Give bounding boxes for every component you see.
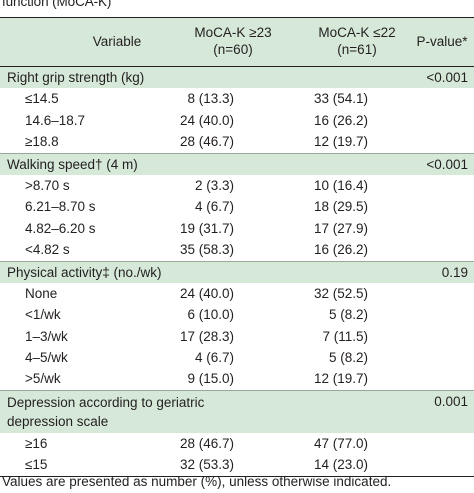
section-pvalue: <0.001 [426,70,468,85]
table-row: <4.82 s 35 (58.3) 16 (26.2) [0,239,474,260]
row-group1-value: 28 (46.7) [179,435,234,451]
row-label: >8.70 s [25,177,70,193]
row-group2-value: 7 (11.5) [322,328,368,344]
row-group2-value: 47 (77.0) [313,435,368,451]
row-label: ≥16 [25,435,48,451]
row-group2-value: 12 (19.7) [313,371,368,387]
row-label: >5/wk [25,371,61,387]
row-group2-value: 16 (26.2) [313,112,368,128]
section-title: Depression according to geriatric depres… [7,394,205,429]
row-label: ≥18.8 [25,134,59,150]
table-caption: function (MoCA-K) [2,0,112,9]
table-row: ≤15 32 (53.3) 14 (23.0) [0,454,474,475]
row-group2-value: 16 (26.2) [313,242,368,258]
header-group1: MoCA-K ≥23 (n=60) [178,24,288,58]
data-table: Variable MoCA-K ≥23 (n=60) MoCA-K ≤22 (n… [0,17,474,477]
row-group1-value: 8 (13.3) [187,91,234,107]
row-group1-value: 19 (31.7) [179,220,234,236]
row-group1-value: 28 (46.7) [179,134,234,150]
section-header-row: Walking speed† (4 m) <0.001 [0,153,474,175]
section-pvalue: 0.19 [441,264,468,280]
row-label: 6.21–8.70 s [25,199,96,215]
table-footnote: Values are presented as number (%), unle… [2,474,392,489]
header-variable: Variable [92,34,142,49]
row-group1-value: 24 (40.0) [179,112,234,128]
table-body: Right grip strength (kg) <0.001 ≤14.5 8 (13… [0,67,474,477]
table-row: >8.70 s 2 (3.3) 10 (16.4) [0,175,474,196]
header-group2: MoCA-K ≤22 (n=61) [302,24,412,58]
row-group2-value: 18 (29.5) [313,199,368,215]
row-group1-value: 24 (40.0) [179,285,234,301]
row-label: 1–3/wk [25,328,68,344]
section-title: Right grip strength (kg) [7,70,145,85]
row-group2-value: 10 (16.4) [313,177,368,193]
section-title: Physical activity‡ (no./wk) [7,264,162,280]
table-row: >5/wk 9 (15.0) 12 (19.7) [0,368,474,389]
row-group2-value: 5 (8.2) [328,307,368,323]
row-group2-value: 12 (19.7) [313,134,368,150]
section-header-row: Depression according to geriatric depres… [0,390,474,433]
table-row: 1–3/wk 17 (28.3) 7 (11.5) [0,326,474,347]
section-title: Walking speed† (4 m) [7,156,138,172]
row-label: 4–5/wk [25,350,68,366]
section-header-row: Right grip strength (kg) <0.001 [0,67,474,89]
table-row: ≥16 28 (46.7) 47 (77.0) [0,433,474,454]
table-section: Right grip strength (kg) <0.001 ≤14.5 8 (13… [0,67,474,154]
row-label: None [25,285,58,301]
table-row: 4.82–6.20 s 19 (31.7) 17 (27.9) [0,218,474,239]
row-group1-value: 32 (53.3) [179,457,234,473]
header-group1-name: MoCA-K ≥23 [194,25,272,40]
section-header-row: Physical activity‡ (no./wk) 0.19 [0,261,474,283]
row-group2-value: 5 (8.2) [328,350,368,366]
section-pvalue: 0.001 [434,393,468,409]
row-label: ≤14.5 [25,91,59,107]
table-section: Physical activity‡ (no./wk) 0.19 None 24 (4… [0,261,474,391]
row-group2-value: 17 (27.9) [313,220,368,236]
row-label: 4.82–6.20 s [25,220,96,236]
header-group2-name: MoCA-K ≤22 [318,25,396,40]
table-section: Walking speed† (4 m) <0.001 >8.70 s 2 (3.3)… [0,153,474,262]
row-group2-value: 32 (52.5) [313,285,368,301]
table-header: Variable MoCA-K ≥23 (n=60) MoCA-K ≤22 (n… [0,17,474,67]
row-label: 14.6–18.7 [25,112,86,128]
row-group2-value: 14 (23.0) [313,457,368,473]
row-label: <4.82 s [25,242,70,258]
row-group1-value: 17 (28.3) [179,328,234,344]
table-row: None 24 (40.0) 32 (52.5) [0,283,474,304]
row-label: ≤15 [25,457,48,473]
table-section: Depression according to geriatric depres… [0,390,474,477]
table-row: ≤14.5 8 (13.3) 33 (54.1) [0,88,474,109]
header-group2-n: (n=61) [337,42,377,57]
row-group2-value: 33 (54.1) [313,91,368,107]
row-group1-value: 35 (58.3) [179,242,234,258]
header-pvalue: P-value* [416,34,468,49]
row-label: <1/wk [25,307,61,323]
row-group1-value: 2 (3.3) [194,177,234,193]
row-group1-value: 9 (15.0) [187,371,234,387]
row-group1-value: 6 (10.0) [187,307,234,323]
table-row: 4–5/wk 4 (6.7) 5 (8.2) [0,347,474,368]
row-group1-value: 4 (6.7) [194,350,234,366]
header-group1-n: (n=60) [213,42,253,57]
table-row: <1/wk 6 (10.0) 5 (8.2) [0,304,474,325]
row-group1-value: 4 (6.7) [194,199,234,215]
table-row: ≥18.8 28 (46.7) 12 (19.7) [0,131,474,152]
section-pvalue: <0.001 [426,156,468,172]
table-row: 6.21–8.70 s 4 (6.7) 18 (29.5) [0,196,474,217]
table-row: 14.6–18.7 24 (40.0) 16 (26.2) [0,110,474,131]
